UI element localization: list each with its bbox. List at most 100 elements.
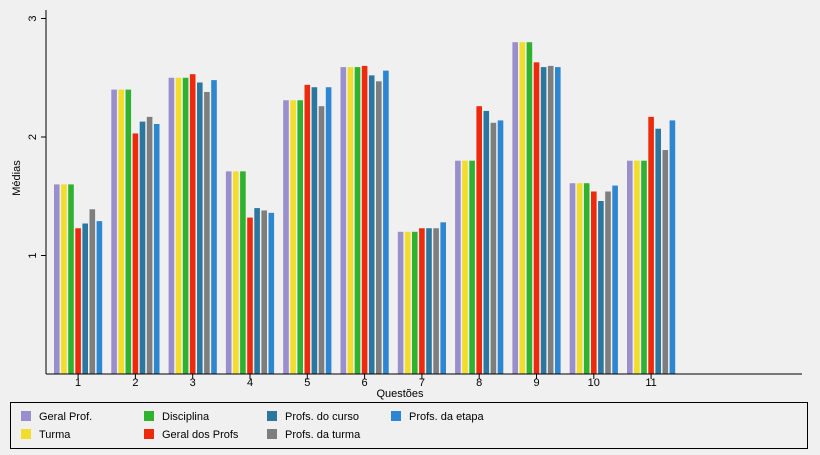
x-tick-label: 7 <box>419 377 425 389</box>
bar <box>325 87 332 374</box>
bar <box>146 116 153 375</box>
bar <box>404 231 411 374</box>
y-axis-title: Médias <box>11 160 23 196</box>
bar <box>189 74 196 374</box>
legend-item: Profs. da etapa <box>391 411 484 423</box>
bar <box>512 42 518 374</box>
bar <box>254 208 260 374</box>
bar <box>655 128 661 374</box>
bar <box>433 228 439 374</box>
legend-item: Turma <box>21 429 70 441</box>
bar <box>75 228 81 374</box>
legend-swatch <box>21 429 31 439</box>
bar <box>455 160 461 374</box>
bar <box>555 67 561 374</box>
bar <box>376 81 382 375</box>
bar <box>583 183 590 374</box>
legend-label: Geral Prof. <box>39 411 93 423</box>
bar <box>197 82 203 375</box>
x-tick-label: 3 <box>190 377 196 389</box>
bar <box>591 191 597 374</box>
bar <box>476 106 482 374</box>
bar <box>419 228 425 374</box>
bar <box>211 80 217 375</box>
bar <box>569 183 576 374</box>
bar <box>648 116 654 375</box>
legend-swatch <box>144 429 154 439</box>
y-tick-label: 2 <box>27 134 39 140</box>
bar <box>283 100 289 374</box>
bar <box>526 42 533 374</box>
plot-area <box>54 42 676 375</box>
bar <box>132 133 139 374</box>
bar <box>440 222 446 374</box>
legend-swatch <box>267 411 277 421</box>
legend-label: Profs. da etapa <box>409 411 484 423</box>
legend-label: Disciplina <box>162 411 210 423</box>
bar <box>547 65 554 375</box>
legend-swatch <box>144 411 154 421</box>
bar <box>383 70 389 374</box>
legend-item: Geral dos Profs <box>144 429 238 441</box>
bar <box>412 231 418 374</box>
bar <box>354 67 361 374</box>
bar <box>111 89 117 374</box>
bar <box>519 42 526 374</box>
bar <box>175 77 182 374</box>
x-tick-label: 10 <box>588 377 600 389</box>
bar <box>533 62 540 374</box>
bar <box>68 184 74 374</box>
legend-item: Disciplina <box>144 411 209 423</box>
bar-chart: Questões Médias 1 2 3 1 2 3 4 5 6 7 8 9 10 11 <box>11 10 802 400</box>
x-tick-label: 9 <box>533 377 539 389</box>
bar <box>233 171 239 374</box>
x-tick-label: 4 <box>247 377 253 389</box>
bar <box>598 200 604 374</box>
bar <box>483 110 490 375</box>
bar <box>462 160 468 374</box>
legend-item: Geral Prof. <box>21 411 92 423</box>
legend-label: Geral dos Profs <box>162 429 239 441</box>
bar <box>225 171 232 374</box>
bar <box>290 100 296 374</box>
y-tick-label: 3 <box>27 15 39 21</box>
bar <box>340 67 347 374</box>
bar <box>612 185 618 374</box>
bar <box>168 77 175 374</box>
bar <box>54 184 60 374</box>
bar <box>89 209 96 374</box>
x-tick-label: 1 <box>75 377 81 389</box>
bar <box>247 217 253 374</box>
bar <box>634 160 640 374</box>
bar <box>497 120 504 374</box>
legend-swatch <box>21 411 31 421</box>
bar <box>61 184 67 374</box>
bar <box>139 121 146 374</box>
bar <box>240 171 246 374</box>
legend-label: Turma <box>39 429 71 441</box>
bar <box>469 160 475 374</box>
legend-swatch <box>267 429 277 439</box>
x-axis-title: Questões <box>376 388 424 400</box>
bar <box>268 212 275 374</box>
bar <box>347 67 354 374</box>
bar <box>641 160 647 374</box>
bar <box>426 228 432 374</box>
x-tick-label: 11 <box>645 377 656 389</box>
y-tick-label: 1 <box>27 252 39 258</box>
bar <box>261 210 267 374</box>
legend-item: Profs. do curso <box>267 411 359 423</box>
bar <box>397 231 404 374</box>
bar <box>297 100 303 374</box>
bar <box>490 122 497 374</box>
x-tick-label: 5 <box>304 377 310 389</box>
bar <box>662 150 669 374</box>
bar <box>605 191 611 374</box>
bar <box>118 89 124 374</box>
bar <box>368 75 375 374</box>
bar <box>318 106 325 374</box>
bar <box>361 65 368 375</box>
bar <box>627 160 633 374</box>
legend-label: Profs. do curso <box>285 411 359 423</box>
bar <box>96 221 103 374</box>
